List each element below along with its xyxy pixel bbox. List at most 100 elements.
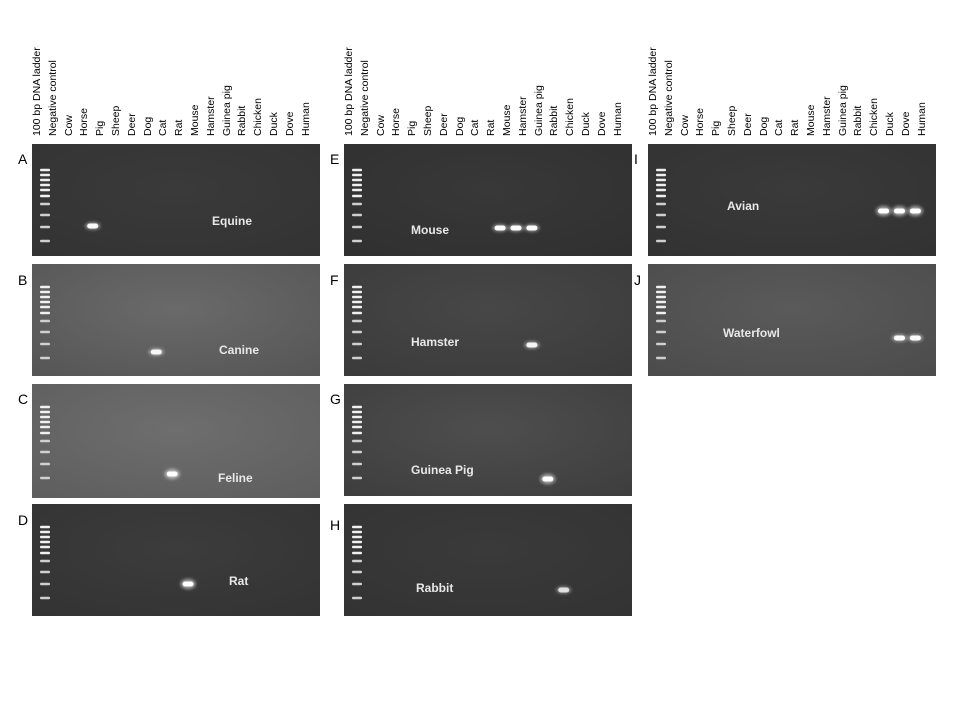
ladder-band [352,420,362,424]
panel-letter-g: G [330,391,341,407]
ladder-band [40,194,50,198]
ladder-band [352,342,362,346]
lane-labels-column-1: 100 bp DNA ladder Negative control Cow Hors… [31,0,322,140]
gel-panel-avian: Avian [648,144,936,256]
ladder-band [352,431,362,435]
gel-panel-waterfowl: Waterfowl [648,264,936,376]
ladder-band [656,356,666,360]
lane-label: Mouse [805,104,817,136]
ladder-band [40,225,50,229]
ladder-band [352,194,362,198]
sample-band [494,225,506,231]
lane-label: Horse [694,107,707,136]
ladder-band [352,535,362,539]
ladder-band [40,213,50,217]
panel-letter-c: C [18,391,29,407]
lane-label: Pig [94,120,107,136]
ladder-band [352,188,362,192]
ladder-band [40,300,50,304]
ladder-band [352,559,362,563]
ladder-band [656,300,666,304]
ladder-band [40,342,50,346]
sample-band [894,208,905,214]
lane-label: Horse [390,107,403,136]
lane-label: Negative control [46,60,59,136]
ladder-band [40,439,50,443]
lane-labels-column-2: 100 bp DNA ladder Negative control Cow Hors… [343,0,634,140]
gel-background [32,504,320,616]
ladder-band [40,596,50,600]
ladder-band [656,168,666,172]
lane-label: Sheep [726,105,738,136]
ladder-band [352,285,362,289]
ladder-band [40,319,50,323]
lane-label: Horse [78,107,91,136]
ladder-band [40,168,50,172]
ladder-band [352,582,362,586]
ladder-band [352,450,362,454]
ladder-band [40,559,50,563]
gel-image [32,144,320,256]
lane-label: Guinea pig [220,85,233,136]
lane-label: Dove [595,111,608,136]
ladder-band [40,450,50,454]
ladder-band [352,415,362,419]
sample-band [87,223,99,229]
lane-label: Duck [884,112,896,136]
lane-label: Cat [157,119,170,136]
ladder-band [656,213,666,217]
lane-label: Guinea pig [836,85,849,136]
gel-background [344,144,632,256]
ladder-band [352,356,362,360]
ladder-band [352,178,362,182]
ladder-band [352,319,362,323]
ladder-band [40,570,50,574]
ladder-band [352,213,362,217]
ladder-band [656,194,666,198]
ladder-band [352,540,362,544]
ladder-band [352,168,362,172]
gel-label-guinea-pig: Guinea Pig [411,463,474,477]
panel-letter-h: H [330,517,341,533]
ladder-band [40,476,50,480]
sample-band [182,581,194,587]
ladder-band [352,290,362,294]
lane-label: Deer [125,113,138,136]
ladder-band [352,551,362,555]
lane-label: Chicken [868,98,881,136]
ladder-band [40,582,50,586]
gel-panel-hamster: Hamster [344,264,632,376]
sample-band [558,587,570,593]
ladder-band [40,431,50,435]
ladder-band [656,173,666,177]
ladder-band [352,570,362,574]
ladder-band [352,173,362,177]
gel-panel-rabbit: Rabbit [344,504,632,616]
sample-band [909,335,921,341]
ladder-band [656,178,666,182]
ladder-band [40,202,50,206]
lane-label: Rabbit [548,105,561,136]
gel-image [344,144,632,256]
sample-band [150,349,162,355]
sample-band [526,342,538,348]
ladder-band [352,183,362,187]
lane-label: Cow [678,114,691,136]
ladder-band [40,525,50,529]
lane-label: Pig [710,120,723,136]
ladder-band [40,290,50,294]
ladder-band [40,540,50,544]
gel-image [344,504,632,616]
lane-label: Pig [406,120,419,136]
gel-panel-equine: Equine [32,144,320,256]
ladder-band [40,295,50,299]
lane-labels-column-3: 100 bp DNA ladder Negative control Cow Hors… [647,0,938,140]
ladder-band [352,476,362,480]
lane-label: Duck [268,112,280,136]
gel-label-waterfowl: Waterfowl [723,326,780,340]
ladder-band [656,225,666,229]
ladder-band [40,405,50,409]
ladder-band [656,311,666,315]
lane-label: Dove [899,111,912,136]
gel-label-mouse: Mouse [411,223,450,237]
